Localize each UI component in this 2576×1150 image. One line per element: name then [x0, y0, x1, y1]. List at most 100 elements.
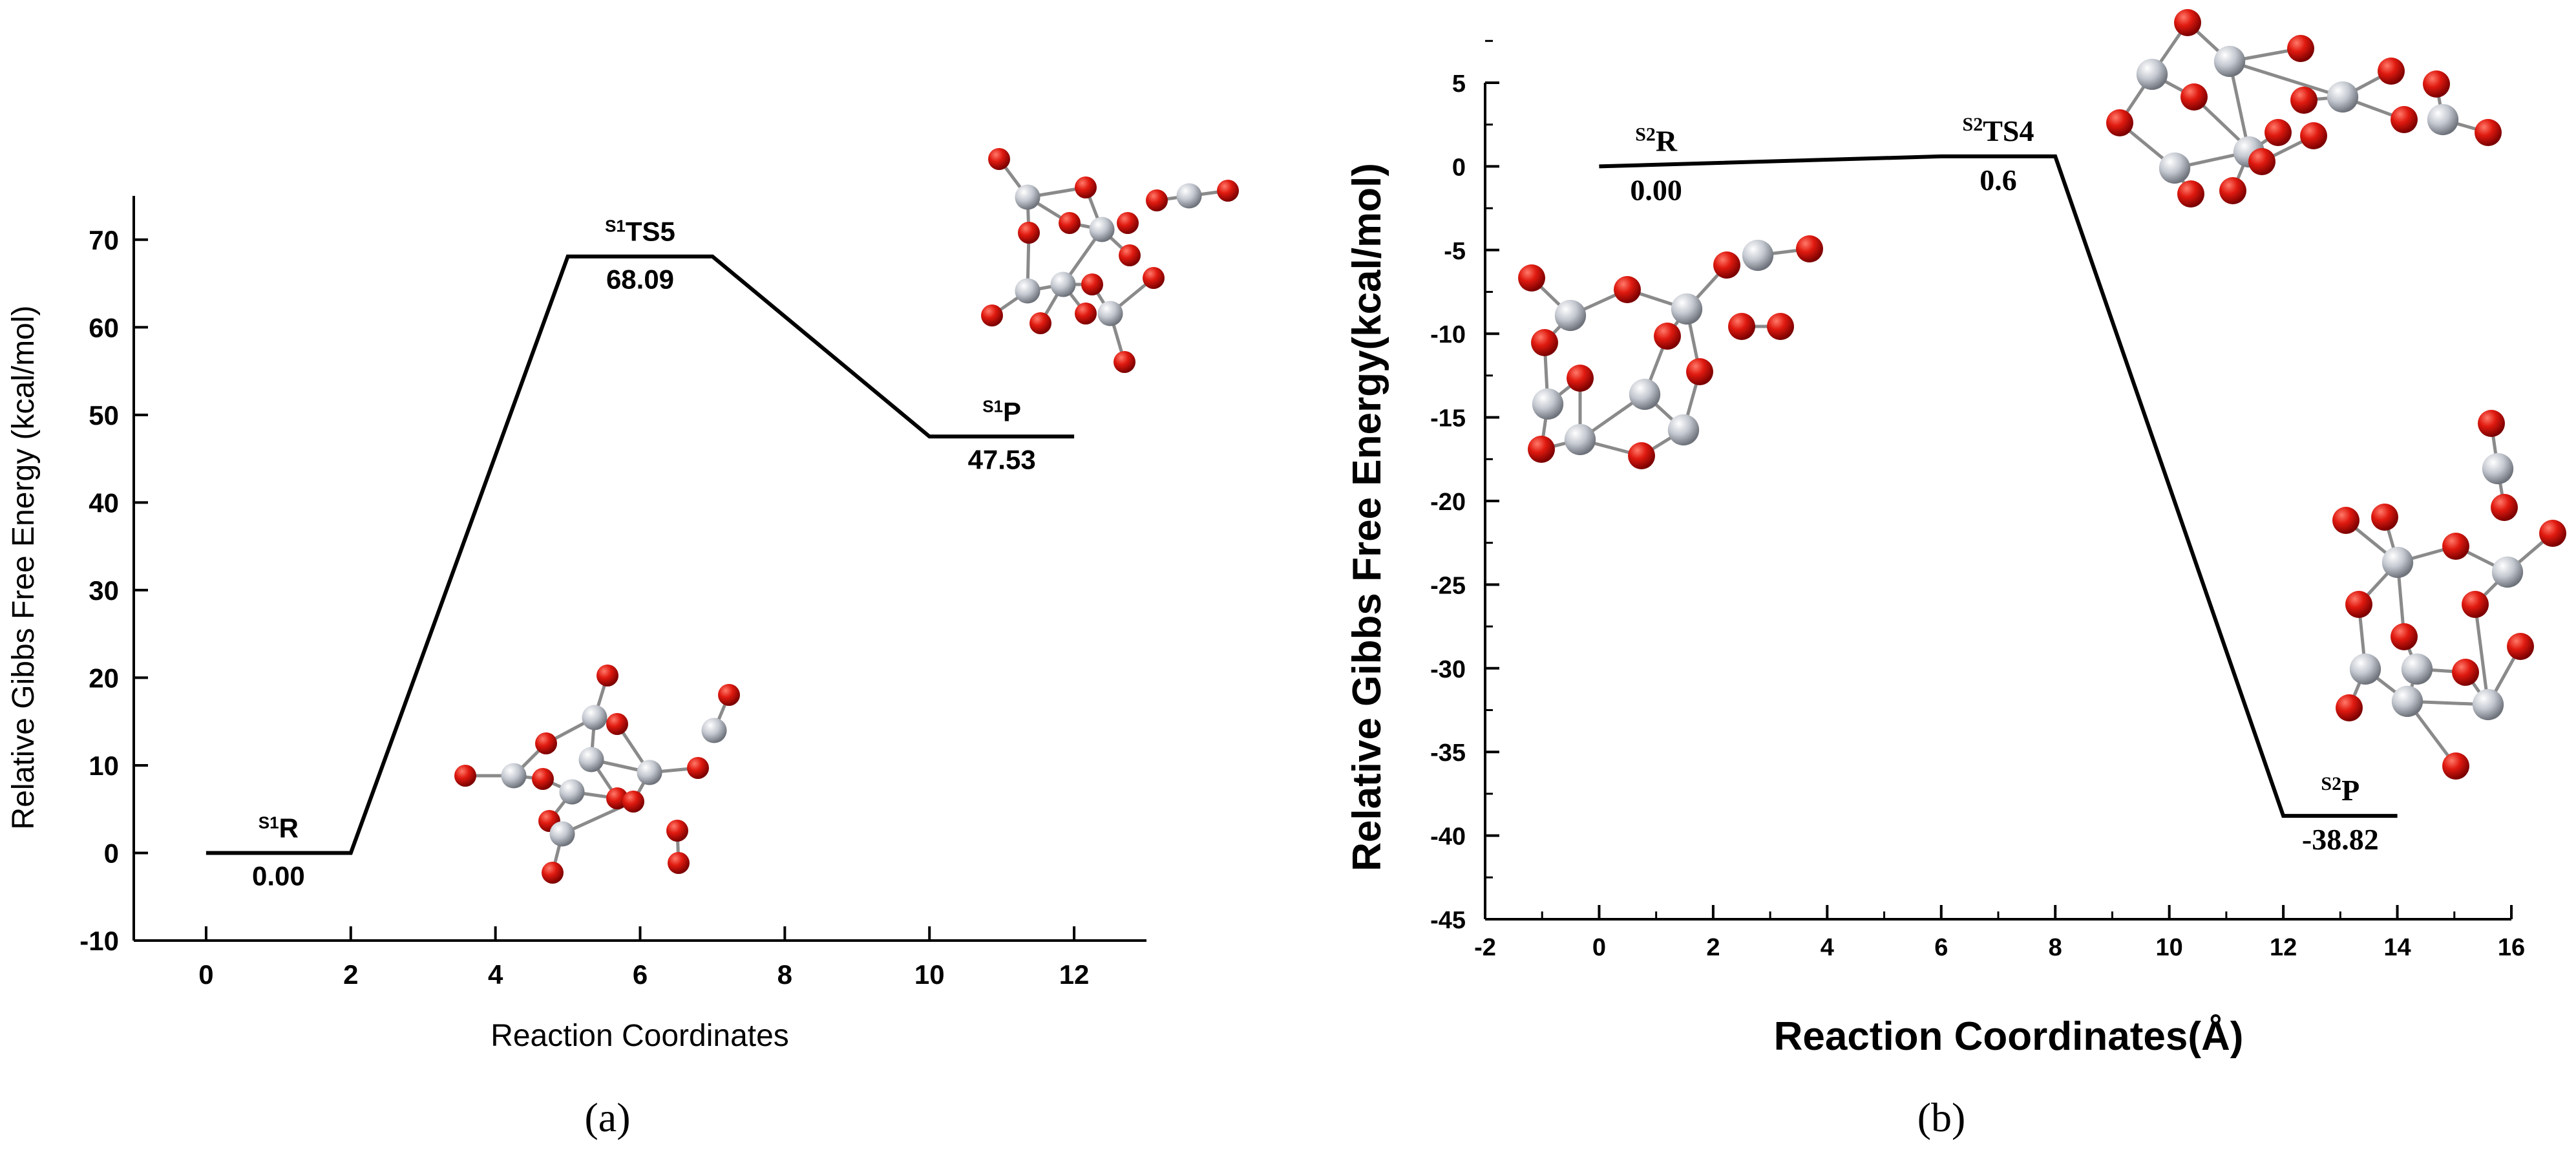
oxygen-atom — [1117, 212, 1139, 234]
oxygen-atom — [2391, 106, 2418, 133]
oxygen-atom — [2332, 507, 2360, 534]
state-value-p: 47.53 — [968, 444, 1036, 474]
x-ticks: -2 0 2 4 6 8 10 12 14 16 — [1474, 905, 2525, 961]
oxygen-atom — [2106, 109, 2133, 136]
y-tick-label: -10 — [79, 926, 119, 956]
x-tick-label: 2 — [343, 959, 358, 990]
state-value-r: 0.00 — [252, 860, 305, 891]
carbon-atom — [1532, 388, 1564, 420]
oxygen-atom — [606, 713, 628, 735]
oxygen-atom — [1796, 235, 1823, 262]
state-label-p: S1P — [982, 396, 1021, 427]
oxygen-atom — [2248, 148, 2275, 175]
y-axis-title: Relative Gibbs Free Energy (kcal/mol) — [6, 306, 41, 830]
carbon-atom — [2327, 81, 2359, 113]
y-tick-label: 0 — [104, 838, 119, 868]
carbon-atom — [2159, 152, 2191, 184]
state-label-ts5: S1TS5 — [605, 217, 675, 247]
carbon-atom — [1629, 378, 1661, 410]
oxygen-atom — [2219, 177, 2246, 204]
x-tick-label: 8 — [2049, 934, 2062, 961]
carbon-atom — [1050, 272, 1076, 297]
oxygen-atom — [1614, 276, 1641, 303]
panel-b: 50-5-10-15-20-25-30-35-40-45 -2 0 2 4 6 8 10 12… — [1345, 9, 2566, 1140]
oxygen-atom — [2300, 122, 2327, 149]
state-value-ts4: 0.6 — [1980, 164, 2017, 197]
oxygen-atom — [596, 665, 618, 687]
carbon-atom — [2472, 688, 2504, 721]
bond — [2229, 59, 2343, 99]
y-tick-label: -35 — [1430, 740, 1466, 767]
panel-label-b: (b) — [1917, 1094, 1966, 1140]
oxygen-atom — [2442, 533, 2469, 560]
oxygen-atom — [2491, 494, 2518, 521]
panel-label-a: (a) — [584, 1094, 630, 1140]
oxygen-atom — [1686, 358, 1713, 385]
carbon-atom — [1015, 184, 1040, 210]
oxygen-atom — [1018, 222, 1040, 244]
oxygen-atom — [2423, 70, 2450, 98]
carbon-atom — [2491, 556, 2524, 588]
oxygen-atom — [666, 820, 688, 842]
oxygen-atom — [668, 852, 690, 874]
x-tick-label: 16 — [2498, 934, 2525, 961]
oxygen-atom — [2462, 591, 2489, 618]
oxygen-atom — [2442, 752, 2469, 780]
oxygen-atom — [2452, 659, 2479, 686]
y-tick-label: 10 — [89, 751, 119, 781]
y-tick-label: 20 — [89, 663, 119, 693]
energy-profile-line — [206, 254, 1075, 855]
x-tick-label: -2 — [1474, 934, 1496, 961]
x-tick-label: 6 — [633, 959, 648, 990]
carbon-atom — [2381, 546, 2414, 579]
oxygen-atom — [2336, 694, 2363, 721]
oxygen-atom — [1713, 251, 1740, 279]
oxygen-atom — [542, 862, 564, 884]
oxygen-atom — [2475, 119, 2502, 146]
carbon-atom — [637, 760, 662, 785]
molecule-r-structure — [454, 665, 740, 884]
y-tick-label: -30 — [1430, 656, 1466, 683]
oxygen-atom — [1075, 176, 1097, 198]
carbon-atom — [1667, 414, 1700, 446]
oxygen-atom — [1119, 244, 1141, 266]
x-axis-title: Reaction Coordinates(Å) — [1774, 1014, 2244, 1059]
oxygen-atom — [1146, 189, 1168, 211]
oxygen-atom — [2177, 180, 2204, 208]
oxygen-atom — [622, 791, 644, 813]
x-tick-label: 6 — [1934, 934, 1948, 961]
oxygen-atom — [535, 732, 557, 754]
x-tick-label: 14 — [2383, 934, 2411, 961]
y-tick-label: 70 — [89, 225, 119, 255]
oxygen-atom — [2391, 623, 2418, 650]
oxygen-atom — [1029, 312, 1051, 334]
oxygen-atom — [988, 148, 1010, 170]
carbon-atom — [701, 718, 727, 743]
molecule-r-structure — [1518, 235, 1823, 469]
carbon-atom — [1089, 217, 1115, 242]
x-axis-title: Reaction Coordinates — [491, 1019, 789, 1053]
x-tick-label: 0 — [1592, 934, 1606, 961]
oxygen-atom — [2378, 58, 2405, 85]
carbon-atom — [2136, 58, 2168, 91]
carbon-atom — [1671, 293, 1703, 325]
oxygen-atom — [1567, 365, 1594, 392]
y-tick-label: 60 — [89, 312, 119, 343]
x-tick-label: 10 — [2156, 934, 2183, 961]
x-tick-label: 12 — [1059, 959, 1090, 990]
x-ticks: 0 2 4 6 8 10 12 — [198, 926, 1089, 990]
molecule-p-structure — [981, 148, 1239, 373]
oxygen-atom — [687, 757, 709, 779]
carbon-atom — [1564, 423, 1596, 456]
state-value-p: -38.82 — [2302, 823, 2379, 856]
oxygen-atom — [2507, 633, 2534, 660]
y-tick-label: 30 — [89, 575, 119, 606]
x-tick-label: 2 — [1706, 934, 1720, 961]
oxygen-atom — [532, 768, 554, 790]
oxygen-atom — [1728, 313, 1755, 340]
oxygen-atom — [1075, 303, 1097, 325]
oxygen-atom — [1531, 329, 1558, 356]
carbon-atom — [1742, 239, 1774, 272]
oxygen-atom — [2478, 410, 2505, 437]
